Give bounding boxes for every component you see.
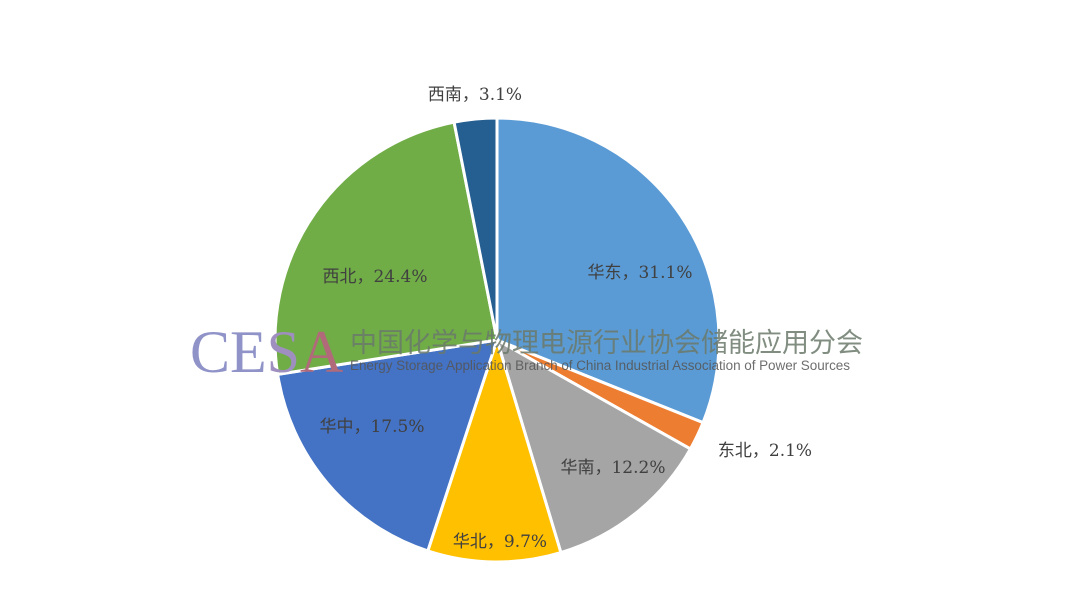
data-label-1: 东北，2.1% (718, 441, 812, 461)
watermark: CESA 中国化学与物理电源行业协会储能应用分会 Energy Storage … (190, 319, 863, 385)
data-label-6: 西南，3.1% (428, 85, 522, 105)
data-label-5: 西北，24.4% (322, 267, 427, 287)
data-label-4: 华中，17.5% (319, 417, 424, 437)
pie-slice-0 (495, 116, 721, 425)
watermark-en: Energy Storage Application Branch of Chi… (350, 358, 850, 373)
pie-slice-4 (275, 338, 500, 553)
data-label-0: 华东，31.1% (587, 263, 692, 283)
watermark-cn: 中国化学与物理电源行业协会储能应用分会 (350, 328, 863, 359)
data-label-3: 华北，9.7% (453, 532, 547, 552)
data-label-2: 华南，12.2% (560, 458, 665, 478)
pie-slice-6 (452, 116, 499, 341)
watermark-logo: CESA (190, 319, 343, 385)
pie-slice-3 (425, 334, 563, 564)
pie-slice-5 (273, 120, 499, 377)
